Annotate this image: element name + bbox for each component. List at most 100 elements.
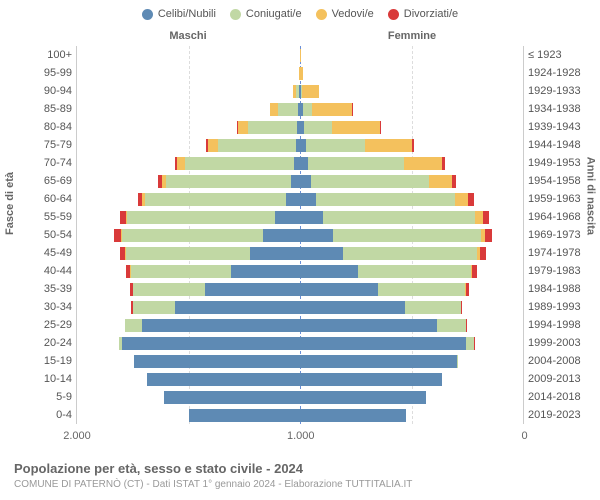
y-tick-birth: 1944-1948 [528, 136, 596, 154]
y-axis-right: ≤ 19231924-19281929-19331934-19381939-19… [524, 46, 600, 424]
bar-seg [308, 157, 404, 170]
bar-seg [126, 247, 250, 260]
bar-seg [175, 301, 300, 314]
pyramid-row [77, 190, 523, 208]
bar-seg [365, 139, 412, 152]
y-tick-birth: 1924-1928 [528, 64, 596, 82]
label-female: Femmine [300, 30, 524, 42]
footer-sub: COMUNE DI PATERNÒ (CT) - Dati ISTAT 1° g… [14, 478, 590, 492]
pyramid-row [77, 298, 523, 316]
bar-seg [300, 319, 437, 332]
bar-seg [475, 211, 483, 224]
y-axis-left: 100+95-9990-9485-8980-8475-7970-7465-696… [0, 46, 76, 424]
footer-title: Popolazione per età, sesso e stato civil… [14, 460, 590, 478]
legend-item: Vedovi/e [316, 8, 374, 20]
bar-seg [231, 265, 300, 278]
pyramid-row [77, 154, 523, 172]
y-tick-age: 35-39 [4, 280, 72, 298]
bar-seg [332, 121, 380, 134]
y-tick-birth: 2004-2008 [528, 352, 596, 370]
bar-seg [300, 67, 303, 80]
y-axis-title-right: Anni di nascita [584, 157, 596, 235]
bar-seg [300, 193, 316, 206]
label-male: Maschi [76, 30, 300, 42]
pyramid-row [77, 100, 523, 118]
y-tick-age: 45-49 [4, 244, 72, 262]
pyramid-row [77, 370, 523, 388]
bar-seg [404, 157, 442, 170]
bar-seg [291, 175, 300, 188]
y-tick-age: 10-14 [4, 370, 72, 388]
pyramid-row [77, 82, 523, 100]
bar-seg [452, 175, 456, 188]
bar-seg [466, 337, 474, 350]
pyramid-row [77, 172, 523, 190]
pyramid-row [77, 334, 523, 352]
bar-seg [300, 283, 378, 296]
bar-seg [480, 247, 486, 260]
y-tick-birth: 1939-1943 [528, 118, 596, 136]
bar-seg [270, 103, 278, 116]
bar-seg [122, 337, 300, 350]
gender-labels: Maschi Femmine [76, 30, 524, 42]
y-tick-birth: 1989-1993 [528, 298, 596, 316]
bar-seg [378, 283, 465, 296]
bar-seg [275, 211, 300, 224]
y-tick-birth: 1984-1988 [528, 280, 596, 298]
bar-seg [300, 229, 333, 242]
bar-seg [125, 319, 142, 332]
y-tick-birth: 2014-2018 [528, 388, 596, 406]
bar-seg [127, 211, 275, 224]
pyramid-row [77, 280, 523, 298]
y-tick-age: 80-84 [4, 118, 72, 136]
y-tick-age: 95-99 [4, 64, 72, 82]
y-tick-birth: 2009-2013 [528, 370, 596, 388]
x-tick: 2.000 [76, 426, 77, 446]
legend-swatch [388, 9, 399, 20]
bar-seg [218, 139, 296, 152]
bar-seg [437, 319, 466, 332]
pyramid-row [77, 64, 523, 82]
pyramid-row [77, 388, 523, 406]
bar-seg [300, 211, 323, 224]
legend-item: Coniugati/e [230, 8, 302, 20]
y-tick-birth: ≤ 1923 [528, 46, 596, 64]
bar-seg [333, 229, 480, 242]
y-tick-age: 30-34 [4, 298, 72, 316]
legend-swatch [316, 9, 327, 20]
bar-seg [442, 157, 445, 170]
legend-item: Celibi/Nubili [142, 8, 216, 20]
pyramid-row [77, 262, 523, 280]
bar-seg [302, 85, 319, 98]
bar-seg [343, 247, 477, 260]
bar-seg [306, 139, 365, 152]
bar-seg [312, 103, 352, 116]
bar-seg [405, 301, 461, 314]
bar-seg [300, 157, 308, 170]
pyramid-row [77, 136, 523, 154]
y-tick-age: 20-24 [4, 334, 72, 352]
legend-label: Divorziati/e [404, 8, 458, 20]
bar-seg [300, 247, 343, 260]
bar-seg [185, 157, 294, 170]
x-axis: 2.0001.00001.0002.000 [76, 426, 524, 446]
bar-seg [461, 301, 463, 314]
bar-seg [300, 175, 311, 188]
bar-seg [208, 139, 218, 152]
pyramid-row [77, 352, 523, 370]
bar-seg [300, 409, 406, 422]
y-tick-age: 100+ [4, 46, 72, 64]
pyramid-row [77, 226, 523, 244]
y-tick-birth: 1979-1983 [528, 262, 596, 280]
chart: Fasce di età Anni di nascita 100+95-9990… [0, 46, 600, 424]
plot-area [76, 46, 524, 424]
bar-seg [380, 121, 381, 134]
pyramid-row [77, 316, 523, 334]
y-tick-age: 90-94 [4, 82, 72, 100]
y-tick-age: 40-44 [4, 262, 72, 280]
bar-seg [485, 229, 491, 242]
bar-seg [248, 121, 297, 134]
pyramid-row [77, 118, 523, 136]
bar-seg [358, 265, 471, 278]
bar-seg [300, 391, 426, 404]
